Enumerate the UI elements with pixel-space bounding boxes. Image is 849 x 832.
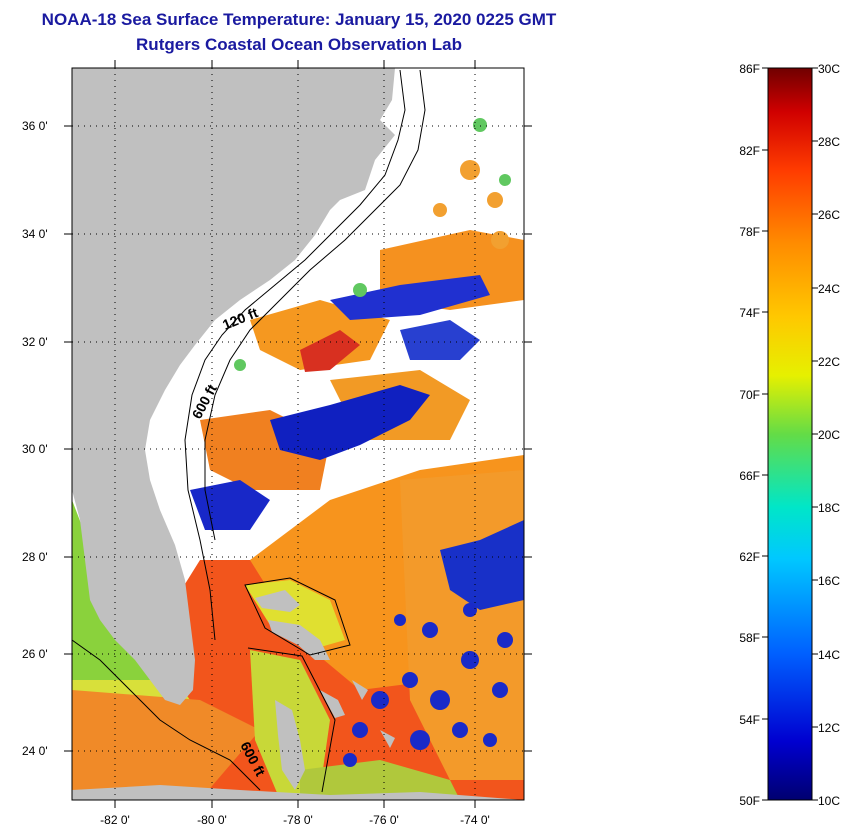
land-cuba xyxy=(72,785,524,800)
f-label: 86F xyxy=(739,62,760,76)
lat-label: 26 0' xyxy=(22,647,48,661)
sst-cold-patch-3 xyxy=(400,320,480,360)
lon-label: -80 0' xyxy=(197,813,227,827)
sst-red-streak xyxy=(300,330,360,372)
cuba-shelf xyxy=(300,760,460,800)
c-label: 24C xyxy=(818,282,840,296)
f-label: 78F xyxy=(739,225,760,239)
c-label: 12C xyxy=(818,721,840,735)
f-label: 66F xyxy=(739,469,760,483)
lat-label: 36 0' xyxy=(22,119,48,133)
c-label: 30C xyxy=(818,62,840,76)
sst-cold-north xyxy=(330,275,490,320)
colorbar-ticks xyxy=(762,67,818,801)
lat-label: 34 0' xyxy=(22,227,48,241)
lat-label: 32 0' xyxy=(22,335,48,349)
lon-label: -78 0' xyxy=(283,813,313,827)
colorbar-gradient xyxy=(767,67,813,801)
sst-cold-blobs xyxy=(343,603,513,767)
sst-gulf-orange xyxy=(72,690,260,800)
map-title: NOAA-18 Sea Surface Temperature: January… xyxy=(41,10,557,29)
c-label: 18C xyxy=(818,501,840,515)
c-label: 14C xyxy=(818,648,840,662)
c-label: 26C xyxy=(818,208,840,222)
lon-label: -74 0' xyxy=(460,813,490,827)
lat-label: 30 0' xyxy=(22,442,48,456)
c-label: 28C xyxy=(818,135,840,149)
land-us-east-coast xyxy=(72,68,395,705)
sst-map: 120 ft 600 ft 600 ft xyxy=(72,68,524,800)
f-label: 54F xyxy=(739,713,760,727)
f-label: 70F xyxy=(739,388,760,402)
sst-cold-east xyxy=(440,520,524,610)
f-label: 50F xyxy=(739,794,760,808)
lat-label: 24 0' xyxy=(22,744,48,758)
c-label: 22C xyxy=(818,355,840,369)
longitude-labels: -82 0' -80 0' -78 0' -76 0' -74 0' xyxy=(100,813,490,827)
colorbar-c-labels: 30C 28C 26C 24C 22C 20C 18C 16C 14C 12C … xyxy=(818,62,840,808)
colorbar: 86F 82F 78F 74F 70F 66F 62F 58F 54F 50F … xyxy=(739,62,840,808)
map-subtitle: Rutgers Coastal Ocean Observation Lab xyxy=(136,35,462,54)
lon-label: -76 0' xyxy=(369,813,399,827)
f-label: 74F xyxy=(739,306,760,320)
f-label: 62F xyxy=(739,550,760,564)
graticule xyxy=(72,68,524,800)
f-label: 58F xyxy=(739,631,760,645)
c-label: 20C xyxy=(818,428,840,442)
lon-label: -82 0' xyxy=(100,813,130,827)
land-bahamas xyxy=(255,590,395,790)
sst-gulf-green xyxy=(72,500,160,680)
map-ticks xyxy=(64,60,532,808)
sst-cold-band xyxy=(270,385,430,460)
f-label: 82F xyxy=(739,144,760,158)
sst-green-patches xyxy=(234,118,511,371)
c-label: 10C xyxy=(818,794,840,808)
sst-north-patches xyxy=(433,160,509,249)
c-label: 16C xyxy=(818,574,840,588)
isobaths xyxy=(72,69,426,793)
lat-label: 28 0' xyxy=(22,550,48,564)
latitude-labels: 36 0' 34 0' 32 0' 30 0' 28 0' 26 0' 24 0… xyxy=(22,119,48,758)
colorbar-f-labels: 86F 82F 78F 74F 70F 66F 62F 58F 54F 50F xyxy=(739,62,760,808)
